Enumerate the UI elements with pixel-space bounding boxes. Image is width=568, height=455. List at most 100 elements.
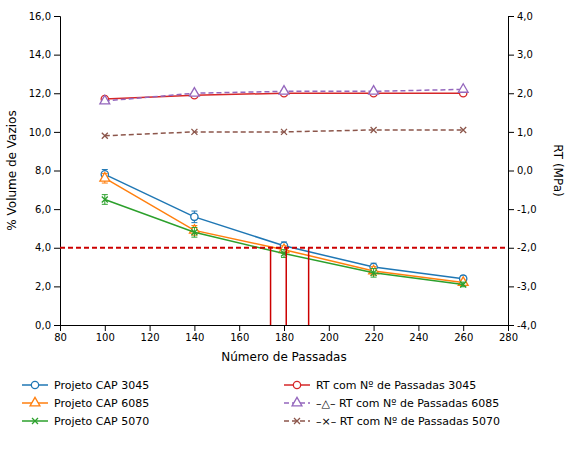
tick-mark [54,209,60,210]
legend-item: –△– RT com Nº de Passadas 6085 [284,397,499,410]
legend-marker [32,418,38,424]
point [281,129,287,135]
error-bar [191,211,197,223]
tick-label: 140 [185,332,204,343]
plot-area [60,84,508,325]
tick: 10,0 [29,127,60,138]
legend-label: RT com Nº de Passadas 3045 [316,379,476,392]
tick: 220 [365,325,384,343]
tick-mark [508,171,514,172]
tick: 14,0 [29,49,60,60]
tick-label: 180 [275,332,294,343]
point [191,229,197,235]
point [371,127,377,133]
legend-marker [31,381,38,388]
vertical-line [308,248,310,325]
chart: 801001201401601802002202402602800,02,04,… [0,0,568,455]
line [105,174,463,278]
tick-mark [54,171,60,172]
legend-marker [30,397,40,406]
tick-label: 4,0 [35,242,51,253]
tick: 200 [320,325,339,343]
legend-item: RT com Nº de Passadas 3045 [284,379,476,392]
y2-axis-title: RT (MPa) [551,144,565,196]
legend-label: Projeto CAP 5070 [54,415,149,428]
tick-mark [54,93,60,94]
legend-label: –△– RT com Nº de Passadas 6085 [316,397,499,410]
series [102,195,466,288]
point [371,270,377,276]
point [458,84,468,93]
tick-label: 8,0 [35,165,51,176]
tick-mark [508,132,514,133]
error-bar-cap [102,194,108,195]
tick-label: 10,0 [29,127,51,138]
tick: -3,0 [508,281,537,292]
tick-mark [54,55,60,56]
tick: 180 [275,325,294,343]
tick-label: -1,0 [517,204,537,215]
tick-label: 0,0 [35,320,51,331]
point [100,95,110,104]
x-axis-title: Número de Passadas [221,350,346,364]
tick-label: 2,0 [35,281,51,292]
tick-label: 4,0 [517,11,533,22]
axis-line [509,17,515,326]
legend-item: –×– RT com Nº de Passadas 5070 [284,415,500,428]
point [460,281,466,287]
tick: -1,0 [508,204,537,215]
tick-label: 1,0 [517,127,533,138]
axis-line [54,17,61,326]
tick-label: -4,0 [517,320,537,331]
error-bar-cap [191,237,197,238]
tick: 140 [185,325,204,343]
y-axis-title: % Volume de Vazios [5,110,19,230]
tick-label: 280 [499,332,518,343]
tick: -2,0 [508,242,537,253]
tick-label: 100 [96,332,115,343]
error-bar-cap [102,204,108,205]
tick-mark [54,325,60,326]
tick-label: 220 [365,332,384,343]
point [191,213,198,220]
tick: 12,0 [29,88,60,99]
tick-mark [508,209,514,210]
tick: 80 [54,325,67,343]
tick: 3,0 [508,49,533,60]
tick-mark [508,16,514,17]
series [100,84,468,104]
error-bar-cap [102,183,108,184]
tick-mark [374,325,375,331]
tick-mark [54,16,60,17]
tick-mark [463,325,464,331]
tick-mark [508,286,514,287]
tick-mark [54,248,60,249]
tick-label: 3,0 [517,49,533,60]
y-axis: 0,02,04,06,08,010,012,014,016,0 [29,11,61,331]
point [100,173,110,182]
tick-label: 6,0 [35,204,51,215]
tick: 120 [141,325,160,343]
tick-mark [284,325,285,331]
tick-label: 0,0 [517,165,533,176]
line [105,178,463,282]
point [460,127,466,133]
point [102,196,108,202]
error-bar-cap [191,211,197,212]
legend-item: Projeto CAP 6085 [22,397,149,410]
legend-item: Projeto CAP 5070 [22,415,149,428]
error-bar-cap [371,277,377,278]
tick: 8,0 [35,165,60,176]
tick-mark [508,93,514,94]
tick-mark [239,325,240,331]
x-axis: 80100120140160180200220240260280 [54,325,518,343]
legend-marker [292,397,302,406]
tick: 0,0 [508,165,533,176]
vertical-line [270,248,272,325]
point [369,86,379,95]
legend-label: –×– RT com Nº de Passadas 5070 [316,415,500,428]
tick-label: 12,0 [29,88,51,99]
tick: 100 [96,325,115,343]
tick: 1,0 [508,127,533,138]
legend-marker [294,418,300,424]
